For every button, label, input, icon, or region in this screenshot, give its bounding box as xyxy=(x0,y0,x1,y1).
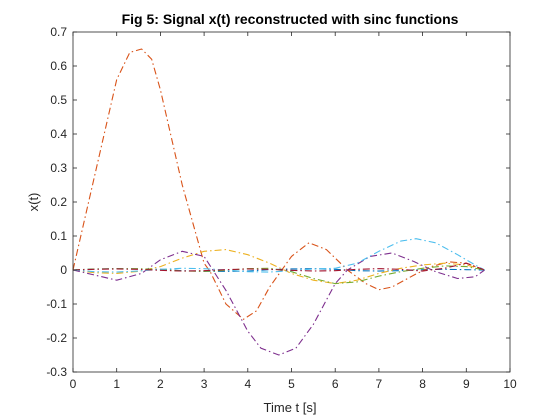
series-line-7 xyxy=(72,262,485,272)
x-tick-label: 4 xyxy=(244,377,251,391)
y-axis: -0.3 -0.2 -0.1 0 0.1 0.2 0.3 0.4 0.5 0.6 0.7 xyxy=(46,25,510,379)
series-line-2 xyxy=(72,48,485,320)
y-axis-label: x(t) xyxy=(26,193,41,212)
y-tick-label: 0.4 xyxy=(50,127,67,141)
x-tick-label: 10 xyxy=(503,377,517,391)
x-tick-label: 1 xyxy=(113,377,120,391)
y-tick-label: 0 xyxy=(60,263,67,277)
x-tick-label: 8 xyxy=(419,377,426,391)
y-tick-label: -0.1 xyxy=(46,297,67,311)
plot-area-frame xyxy=(72,31,511,373)
y-tick-label: 0.5 xyxy=(50,93,67,107)
y-tick-label: 0.6 xyxy=(50,59,67,73)
y-tick-label: 0.7 xyxy=(50,25,67,39)
x-tick-label: 9 xyxy=(463,377,470,391)
series-line-4 xyxy=(72,250,485,356)
y-tick-label: -0.3 xyxy=(46,365,67,379)
series-line-6 xyxy=(72,238,485,273)
x-tick-label: 5 xyxy=(288,377,295,391)
x-tick-label: 0 xyxy=(70,377,77,391)
series-layer xyxy=(72,48,485,356)
x-axis-label: Time t [s] xyxy=(264,400,317,415)
y-tick-label: 0.3 xyxy=(50,161,67,175)
x-tick-label: 3 xyxy=(201,377,208,391)
chart-title: Fig 5: Signal x(t) reconstructed with si… xyxy=(122,11,459,27)
x-tick-label: 7 xyxy=(376,377,383,391)
y-tick-label: -0.2 xyxy=(46,331,67,345)
x-tick-label: 6 xyxy=(332,377,339,391)
y-tick-label: 0.2 xyxy=(50,195,67,209)
x-tick-label: 2 xyxy=(157,377,164,391)
series-line-3 xyxy=(72,249,485,285)
y-tick-label: 0.1 xyxy=(50,229,67,243)
x-axis: 0 1 2 3 4 5 6 7 8 9 10 xyxy=(70,32,517,391)
